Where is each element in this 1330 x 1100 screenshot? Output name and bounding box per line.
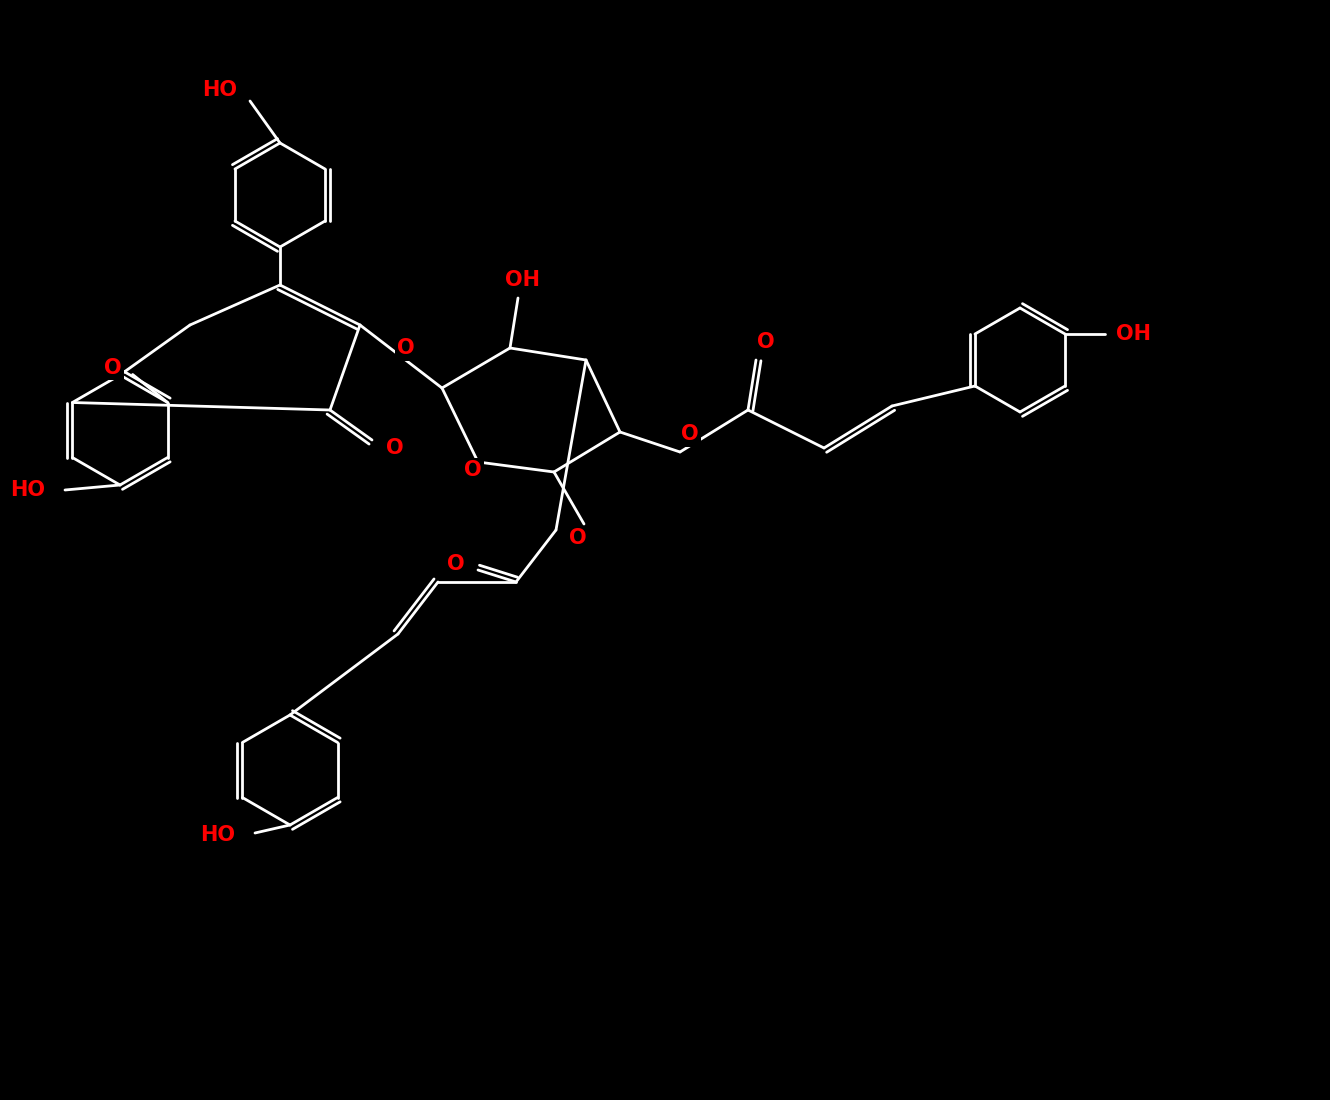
Text: O: O: [447, 554, 464, 574]
Text: O: O: [398, 338, 415, 358]
Text: O: O: [569, 528, 587, 548]
Text: O: O: [757, 332, 775, 352]
Text: O: O: [681, 424, 698, 444]
Text: HO: HO: [11, 480, 45, 501]
Text: HO: HO: [202, 80, 238, 100]
Text: OH: OH: [1116, 324, 1150, 344]
Text: O: O: [464, 460, 481, 480]
Text: O: O: [386, 438, 404, 458]
Text: O: O: [104, 358, 121, 377]
Text: HO: HO: [201, 825, 235, 845]
Text: OH: OH: [504, 270, 540, 290]
